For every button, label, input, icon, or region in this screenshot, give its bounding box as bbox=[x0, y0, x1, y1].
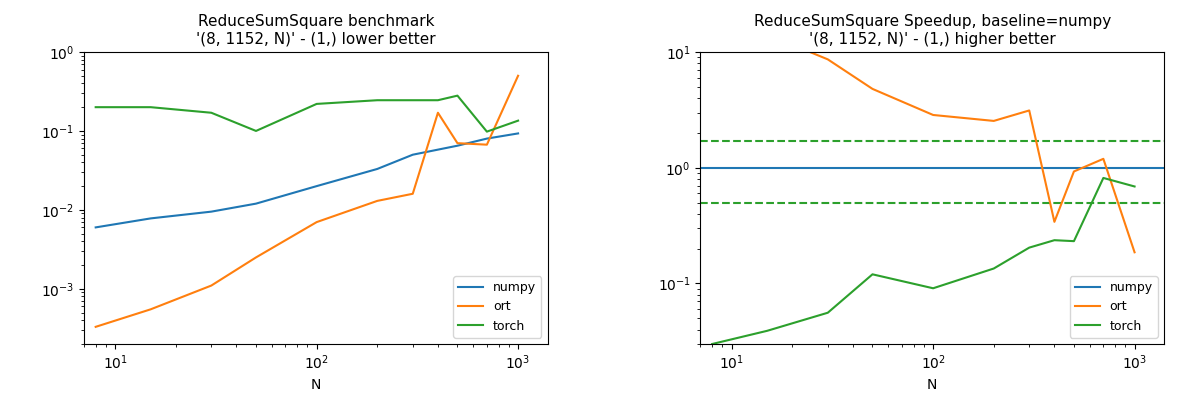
torch bbox=[89, 105, 103, 110]
Title: ReduceSumSquare benchmark
'(8, 1152, N)' - (1,) lower better: ReduceSumSquare benchmark '(8, 1152, N)'… bbox=[196, 14, 436, 47]
Legend: numpy, ort, torch: numpy, ort, torch bbox=[454, 276, 541, 338]
numpy bbox=[144, 216, 158, 221]
torch bbox=[310, 102, 324, 106]
ort bbox=[450, 141, 464, 146]
torch bbox=[406, 98, 420, 103]
torch bbox=[450, 93, 464, 98]
ort bbox=[370, 198, 384, 203]
torch bbox=[704, 342, 719, 346]
Line: ort: ort bbox=[712, 22, 1134, 252]
torch bbox=[370, 98, 384, 103]
torch bbox=[1067, 239, 1081, 244]
torch bbox=[760, 328, 774, 333]
ort bbox=[926, 112, 941, 117]
ort bbox=[144, 307, 158, 312]
torch bbox=[1127, 184, 1141, 189]
numpy bbox=[406, 152, 420, 157]
numpy bbox=[89, 225, 103, 230]
numpy bbox=[370, 166, 384, 171]
ort bbox=[248, 255, 263, 260]
ort bbox=[1067, 169, 1081, 174]
ort bbox=[821, 57, 835, 62]
ort bbox=[310, 220, 324, 224]
torch bbox=[480, 129, 494, 134]
torch bbox=[1048, 238, 1062, 242]
numpy bbox=[523, 165, 538, 170]
Line: numpy: numpy bbox=[96, 134, 518, 227]
ort bbox=[760, 32, 774, 37]
ort bbox=[406, 191, 420, 196]
numpy bbox=[310, 184, 324, 188]
torch bbox=[1022, 245, 1037, 250]
numpy bbox=[450, 143, 464, 148]
torch bbox=[1096, 176, 1110, 180]
ort bbox=[1022, 108, 1037, 113]
torch bbox=[926, 286, 941, 291]
numpy bbox=[248, 201, 263, 206]
Legend: numpy, ort, torch: numpy, ort, torch bbox=[1069, 276, 1158, 338]
ort bbox=[1127, 250, 1141, 255]
ort bbox=[704, 20, 719, 24]
torch bbox=[986, 266, 1001, 271]
X-axis label: N: N bbox=[928, 378, 937, 392]
torch bbox=[821, 310, 835, 315]
Line: torch: torch bbox=[712, 178, 1134, 344]
torch bbox=[865, 272, 880, 277]
Title: ReduceSumSquare Speedup, baseline=numpy
'(8, 1152, N)' - (1,) higher better: ReduceSumSquare Speedup, baseline=numpy … bbox=[754, 14, 1111, 47]
ort bbox=[1048, 220, 1062, 224]
torch bbox=[431, 98, 445, 103]
ort bbox=[89, 324, 103, 329]
X-axis label: N: N bbox=[311, 378, 320, 392]
torch bbox=[204, 110, 218, 115]
ort bbox=[511, 73, 526, 78]
numpy bbox=[480, 136, 494, 141]
Line: ort: ort bbox=[96, 76, 518, 327]
torch bbox=[511, 118, 526, 123]
ort bbox=[204, 283, 218, 288]
numpy bbox=[511, 131, 526, 136]
ort bbox=[431, 110, 445, 115]
ort bbox=[865, 86, 880, 91]
torch bbox=[248, 128, 263, 133]
ort bbox=[1096, 156, 1110, 161]
numpy bbox=[204, 209, 218, 214]
Line: torch: torch bbox=[96, 96, 518, 132]
ort bbox=[986, 118, 1001, 123]
ort bbox=[480, 142, 494, 147]
torch bbox=[144, 105, 158, 110]
